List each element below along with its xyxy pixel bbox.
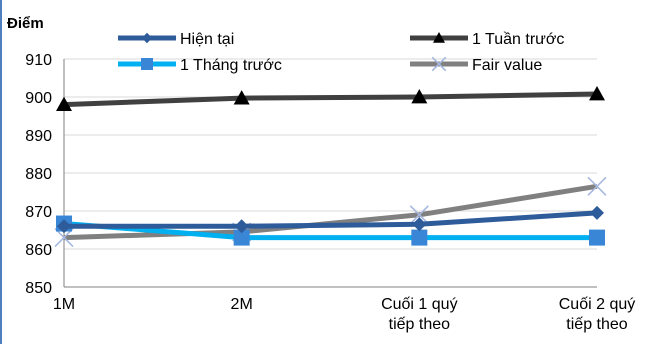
diamond-marker [590,205,604,220]
y-tick-label: 880 [25,166,52,183]
y-tick-label: 850 [25,280,52,297]
y-axis-label: Điểm [7,15,44,32]
series-line [63,91,598,108]
legend-item: 1 Tháng trước [118,57,282,74]
legend-item: Hiện tại [118,31,234,48]
square-marker [589,229,605,246]
series-line [63,221,597,241]
y-tick-label: 900 [25,90,52,107]
y-tick-label: 910 [25,52,52,69]
square-marker [233,229,250,246]
square-marker [411,229,428,246]
triangle-marker [411,89,428,104]
triangle-marker [589,85,605,101]
x-tick-label: Cuối 2 quý tiếp theo [559,296,636,333]
x-tick-label: Cuối 1 quý tiếp theo [381,296,458,333]
square-marker [141,58,153,70]
x-marker [431,56,447,72]
triangle-marker [433,32,445,43]
diamond-marker [234,219,249,234]
legend-label: Fair value [472,57,542,74]
x-marker [54,228,74,248]
legend-label: 1 Tuần trước [472,31,564,48]
y-tick-label: 890 [25,128,52,145]
x-marker [587,176,607,196]
diamond-marker [141,32,153,44]
left-border-rule [0,0,2,344]
x-tick-label: 2M [231,296,253,313]
x-marker-stroke [54,228,74,248]
y-tick-label: 870 [25,204,52,221]
x-marker-stroke [587,176,607,196]
series-0 [57,205,604,234]
x-marker-stroke [409,205,429,225]
legend-item: Fair value [410,56,542,74]
series-1 [56,85,605,111]
diamond-marker [412,217,427,232]
triangle-marker [56,96,72,111]
diamond-marker [57,219,71,234]
x-marker [409,205,429,225]
x-tick-label: 1M [53,296,75,313]
legend-label: 1 Tháng trước [180,57,282,74]
legend-item: 1 Tuần trước [410,31,564,48]
triangle-marker [233,90,250,105]
series-line [64,210,598,229]
legend-label: Hiện tại [180,31,234,48]
x-marker-stroke [431,56,447,72]
y-tick-label: 860 [25,242,52,259]
series-2 [56,215,605,246]
